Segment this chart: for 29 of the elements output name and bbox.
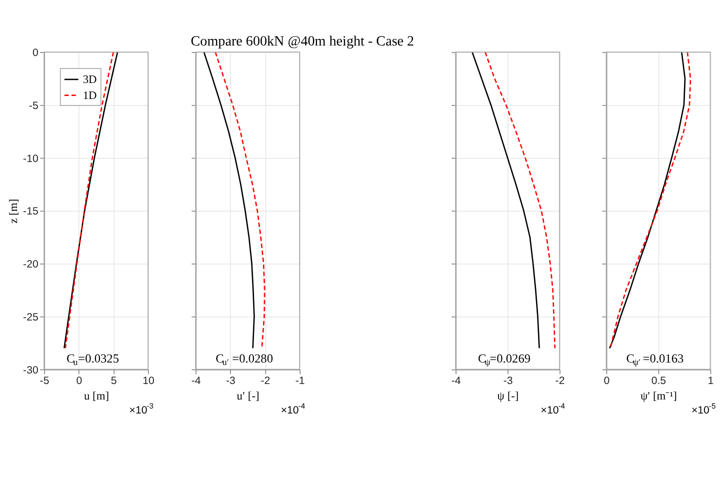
x-tick-label: 10 bbox=[142, 374, 154, 387]
x-axis-title: ψ [-] bbox=[497, 390, 519, 403]
x-tick-label: -1 bbox=[295, 374, 305, 387]
x-tick-label: -4 bbox=[451, 374, 461, 387]
x-axis-title: ψ′ [m⁻¹] bbox=[640, 390, 677, 403]
legend-label: 1D bbox=[82, 90, 97, 102]
y-tick-label: -15 bbox=[23, 206, 38, 218]
legend-label: 3D bbox=[82, 74, 97, 86]
y-axis-title: z [m] bbox=[8, 198, 20, 224]
x-tick-label: 0 bbox=[76, 374, 82, 387]
x-tick-label: -3 bbox=[503, 374, 513, 387]
y-tick-label: -5 bbox=[28, 100, 38, 112]
x-axis-title: u [m] bbox=[84, 390, 110, 403]
y-tick-label: -25 bbox=[23, 311, 38, 324]
x-tick-label: 0 bbox=[604, 374, 610, 387]
y-tick-label: 0 bbox=[32, 47, 38, 60]
x-tick-label: 1 bbox=[708, 374, 714, 387]
x-tick-label: -2 bbox=[260, 374, 270, 387]
x-tick-label: 0.5 bbox=[651, 374, 666, 387]
x-axis-title: u′ [-] bbox=[236, 390, 260, 403]
x-tick-label: -2 bbox=[555, 374, 565, 387]
x-tick-label: -5 bbox=[40, 374, 50, 387]
y-tick-label: -10 bbox=[23, 152, 38, 165]
chart-title: Compare 600kN @40m height - Case 2 bbox=[190, 33, 414, 50]
y-tick-label: -20 bbox=[23, 258, 38, 271]
y-tick-label: -30 bbox=[23, 364, 38, 376]
x-tick-label: 5 bbox=[110, 374, 117, 387]
x-tick-label: -4 bbox=[191, 374, 201, 387]
x-tick-label: -3 bbox=[226, 374, 236, 387]
